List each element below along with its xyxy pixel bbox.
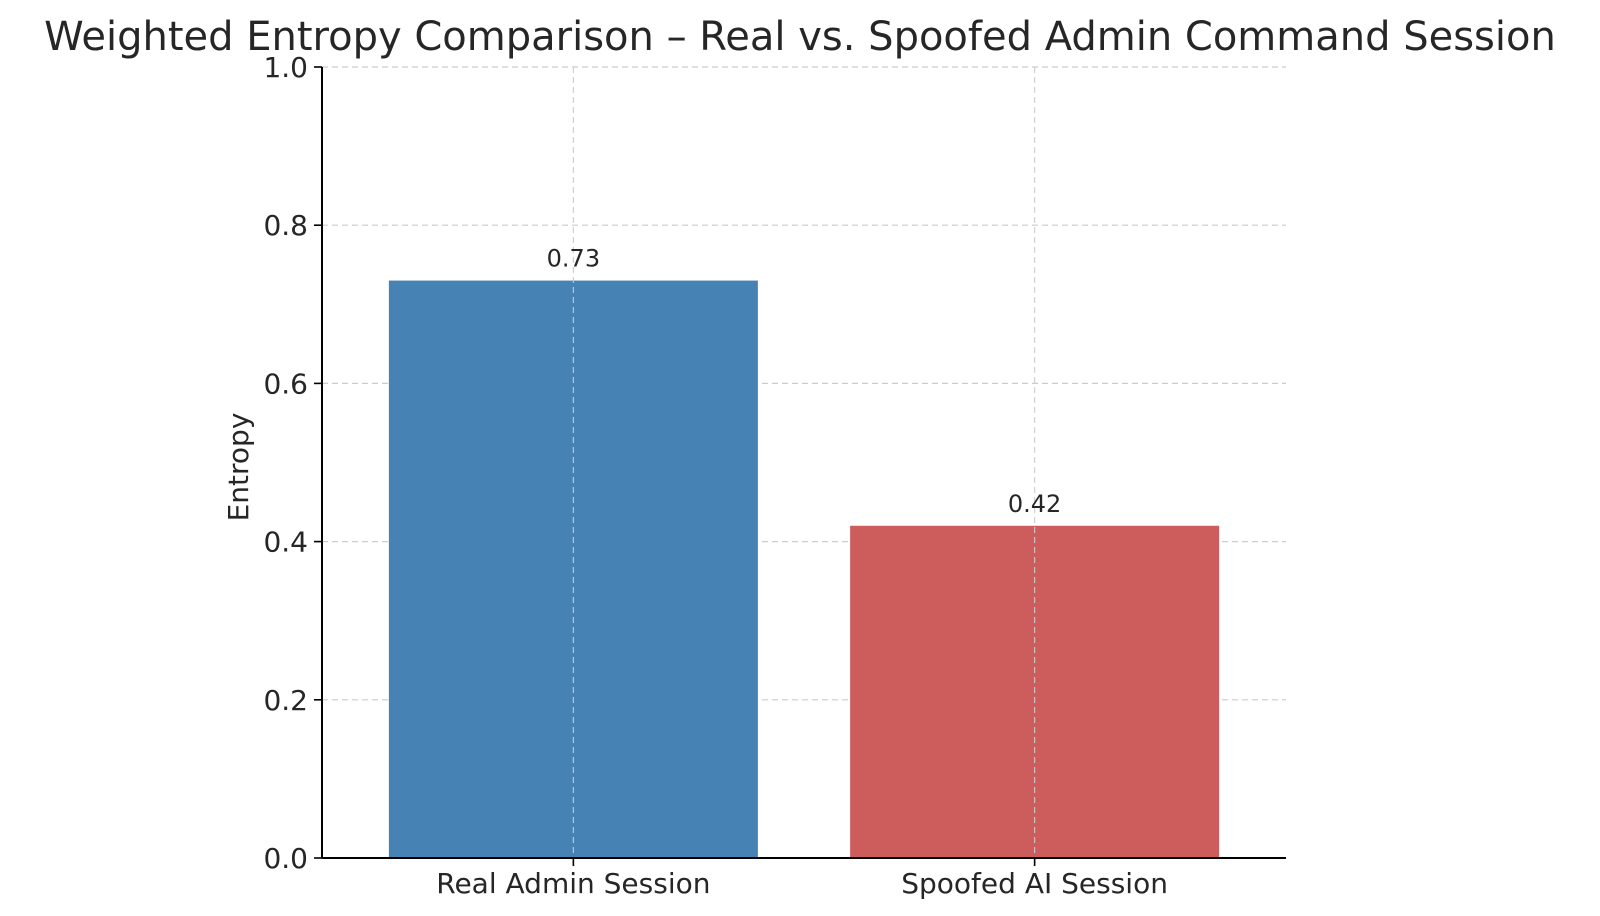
bar-value-label: 0.42	[1008, 490, 1061, 518]
labels-layer: 0.0 0.2 0.4 0.6 0.8 1.0 Real Admin Session Spoo…	[263, 51, 1168, 900]
vertical-grid-layer	[572, 67, 1036, 858]
bar-value-label: 0.73	[547, 245, 600, 273]
y-tick-label: 1.0	[263, 51, 308, 84]
x-tick-label: Spoofed AI Session	[901, 867, 1168, 900]
y-tick-label: 0.0	[263, 842, 308, 875]
y-tick-label: 0.4	[263, 526, 308, 559]
y-tick-label: 0.2	[263, 684, 308, 717]
chart-title: Weighted Entropy Comparison – Real vs. S…	[44, 14, 1556, 60]
bars-layer	[388, 280, 1220, 858]
y-tick-label: 0.8	[263, 209, 308, 242]
y-tick-label: 0.6	[263, 367, 308, 400]
axes-layer	[314, 66, 1286, 866]
x-tick-label: Real Admin Session	[436, 867, 710, 900]
y-axis-label: Entropy	[222, 413, 255, 522]
